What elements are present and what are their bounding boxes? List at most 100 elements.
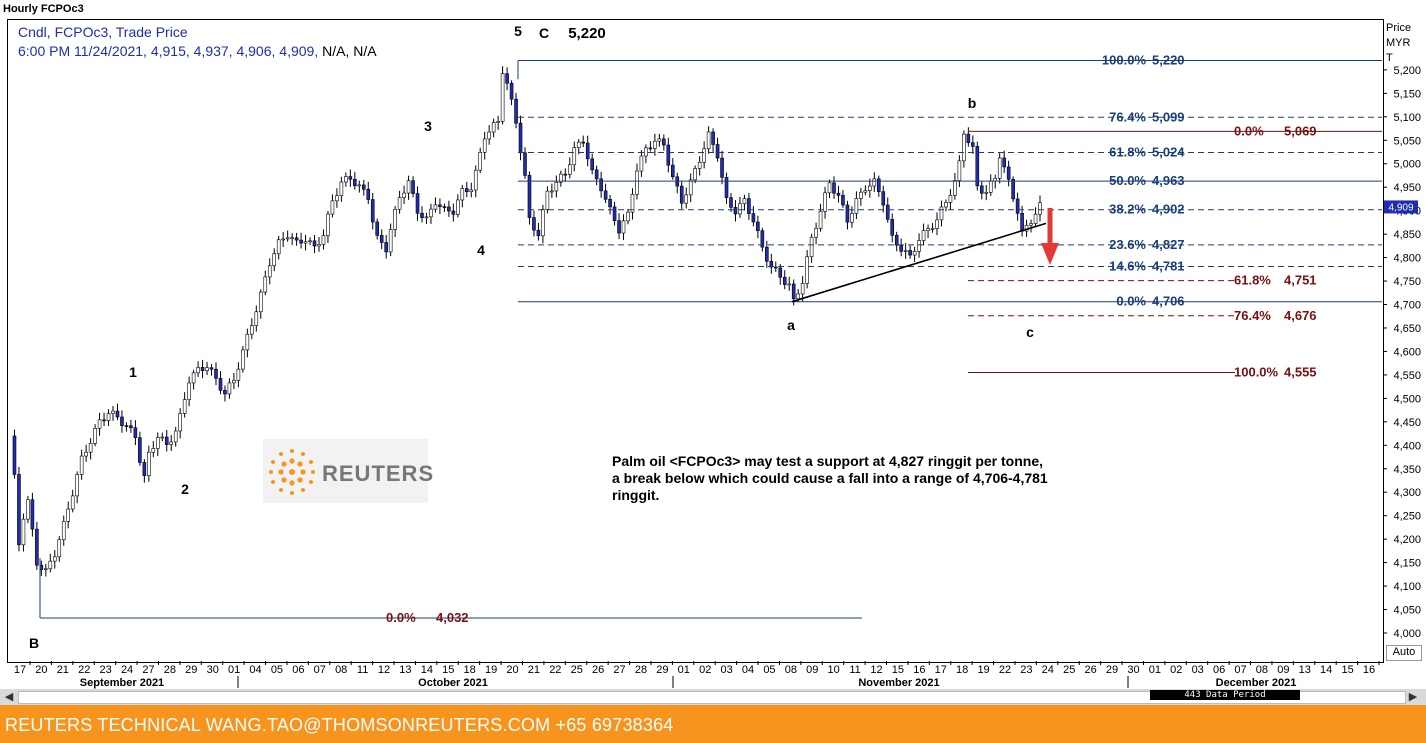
y-tick-label: 4,750	[1393, 276, 1421, 288]
candle-body	[415, 193, 420, 214]
footer-bar: REUTERS TECHNICAL WANG.TAO@THOMSONREUTER…	[0, 705, 1426, 743]
candle-body	[917, 240, 921, 252]
fib-value-label: 4,706	[1152, 294, 1185, 309]
candle-body	[209, 367, 214, 370]
candle-body	[17, 474, 21, 546]
candle-body	[44, 568, 48, 571]
x-tick-label: 15	[1341, 664, 1353, 676]
candle-body	[191, 372, 196, 384]
candle-body	[97, 419, 102, 429]
y-tick-label: 4,200	[1393, 534, 1421, 546]
wave-label: 1	[129, 364, 137, 380]
candle-body	[657, 138, 662, 142]
candle-body	[312, 240, 317, 247]
y-tick-label: 5,000	[1393, 159, 1421, 171]
candle-body	[133, 427, 138, 438]
candle-body	[290, 237, 294, 240]
candle-body	[438, 204, 442, 207]
candle-body	[751, 213, 756, 223]
projection-pct-label: 0.0%	[1234, 123, 1264, 138]
candle-body	[890, 219, 895, 236]
x-tick-label: 03	[720, 664, 732, 676]
x-tick-label: 10	[828, 664, 840, 676]
wave-label: b	[968, 95, 977, 111]
x-tick-label: 20	[35, 664, 47, 676]
candle-body	[1011, 178, 1015, 200]
candle-body	[984, 191, 989, 194]
wave-label: 4	[477, 242, 485, 258]
x-tick-label: 03	[1192, 664, 1204, 676]
projection-value-label: 5,069	[1284, 123, 1317, 138]
candle-body	[433, 204, 438, 210]
candle-body	[75, 474, 79, 497]
candle-body	[514, 98, 518, 124]
x-tick-label: 15	[892, 664, 904, 676]
candle-body	[626, 211, 630, 222]
y-tick-label: 4,050	[1393, 605, 1421, 617]
candle-body	[702, 148, 706, 163]
x-tick-label: 24	[1042, 664, 1054, 676]
candle-body	[572, 147, 577, 166]
candle-body	[594, 169, 599, 180]
time-scrollbar[interactable]: ◀ 443 Data Period ▶	[0, 689, 1426, 705]
candle-body	[894, 234, 899, 246]
candle-body	[214, 368, 218, 379]
candle-body	[809, 236, 814, 258]
x-tick-label: 21	[528, 664, 540, 676]
logo-wordmark: REUTERS	[322, 461, 435, 486]
candle-body	[294, 237, 299, 241]
x-tick-label: 09	[806, 664, 818, 676]
candle-body	[635, 170, 639, 195]
candle-body	[617, 220, 621, 234]
candle-body	[621, 220, 626, 234]
plot-area[interactable]	[7, 19, 1384, 663]
candle-body	[30, 499, 35, 530]
candle-body	[460, 188, 465, 201]
x-tick-label: 14	[421, 664, 433, 676]
candle-body	[805, 256, 809, 284]
fib-pct-label: 50.0%	[1109, 173, 1146, 188]
candle-body	[1015, 198, 1020, 214]
scrollbar-thumb[interactable]	[18, 691, 1406, 704]
chart-title: Hourly FCPOc3	[3, 3, 84, 15]
scroll-left-icon[interactable]: ◀	[4, 691, 14, 703]
unit-label: T	[1386, 52, 1393, 64]
x-tick-label: 11	[849, 664, 860, 676]
x-tick-label: 07	[1234, 664, 1246, 676]
x-tick-label: 01	[228, 664, 240, 676]
candle-body	[321, 235, 326, 245]
x-tick-label: 16	[1363, 664, 1375, 676]
x-tick-label: 30	[207, 664, 219, 676]
down-arrow-icon	[1041, 243, 1059, 265]
candle-body	[715, 144, 720, 159]
candle-body	[106, 413, 111, 421]
candle-body	[330, 200, 335, 215]
candle-body	[335, 195, 339, 202]
month-label: December 2021	[1216, 677, 1297, 689]
candle-body	[747, 198, 751, 214]
candle-body	[769, 260, 774, 268]
candle-body	[545, 190, 550, 210]
x-tick-label: 16	[913, 664, 925, 676]
candle-body	[281, 238, 285, 241]
x-tick-label: 30	[1127, 664, 1139, 676]
candle-body	[711, 131, 715, 145]
auto-scale-button[interactable]: Auto	[1386, 645, 1422, 661]
candle-body	[859, 191, 863, 199]
candle-body	[760, 230, 765, 248]
y-tick-label: 5,050	[1393, 135, 1421, 147]
x-tick-label: 08	[785, 664, 797, 676]
candle-body	[218, 378, 223, 391]
candle-body	[729, 197, 733, 208]
x-tick-label: 26	[1085, 664, 1097, 676]
scroll-right-icon[interactable]: ▶	[1408, 691, 1418, 703]
reuters-dots-icon	[269, 449, 315, 495]
candle-body	[384, 242, 388, 253]
candle-body	[124, 425, 129, 427]
candle-body	[957, 160, 962, 181]
candle-body	[841, 195, 845, 206]
candle-body	[944, 202, 948, 208]
footer-contact: REUTERS TECHNICAL WANG.TAO@THOMSONREUTER…	[5, 715, 674, 735]
candle-body	[693, 168, 697, 181]
candle-body	[236, 368, 241, 381]
